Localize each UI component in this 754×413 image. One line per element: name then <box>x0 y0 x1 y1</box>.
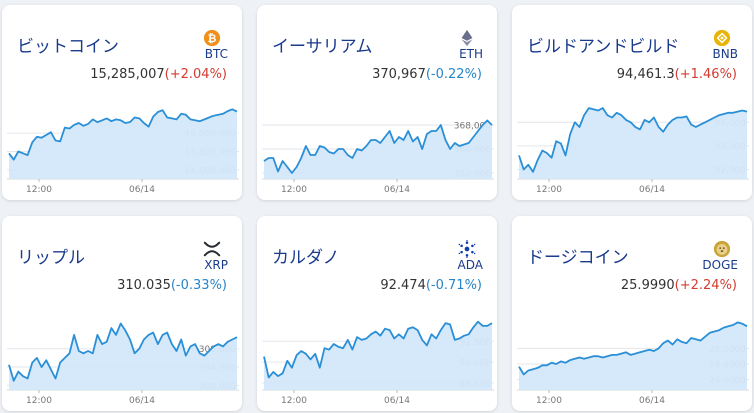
crypto-card-btc[interactable]: ビットコイン ₿ BTC 15,285,007(+2.04%) 15,000,0… <box>2 5 242 200</box>
x-tick-label: 06/14 <box>639 396 665 406</box>
cardano-icon <box>458 240 476 258</box>
coin-name: イーサリアム <box>272 37 373 57</box>
bnb-icon <box>713 29 731 47</box>
crypto-card-eth[interactable]: イーサリアム ETH 370,967(-0.22%) 368,000360,00… <box>257 5 497 200</box>
price-area <box>9 109 237 179</box>
price-value: 92.474 <box>380 278 426 293</box>
crypto-card-bnb[interactable]: ビルドアンドビルド BNB 94,461.3(+1.46%) 94,00093,… <box>512 5 752 200</box>
x-tick-label: 06/14 <box>639 185 665 195</box>
coin-symbol: BTC <box>204 47 228 61</box>
price-line: 94,461.3(+1.46%) <box>617 67 737 82</box>
price-change: (-0.22%) <box>425 67 482 82</box>
y-tick-label: 368,000 <box>454 122 491 132</box>
price-change: (+2.24%) <box>674 278 737 293</box>
price-change: (-0.33%) <box>170 278 227 293</box>
x-tick-label: 12:00 <box>536 396 562 406</box>
price-line-series <box>263 320 493 379</box>
coin-symbol: ETH <box>459 47 483 61</box>
price-line: 370,967(-0.22%) <box>372 67 482 82</box>
price-area <box>264 120 492 179</box>
price-line-series <box>8 108 238 161</box>
x-tick-label: 06/14 <box>129 396 155 406</box>
x-tick-label: 12:00 <box>536 185 562 195</box>
coin-symbol: ADA <box>457 258 483 272</box>
price-line-series <box>518 107 748 173</box>
price-line: 15,285,007(+2.04%) <box>90 67 227 82</box>
coin-name: ビルドアンドビルド <box>527 37 680 57</box>
coin-name: カルダノ <box>272 248 340 268</box>
crypto-card-ada[interactable]: カルダノ ADA 92.474(-0.71%) 91.50090.00088.5… <box>257 216 497 411</box>
coin-name: ドージコイン <box>527 248 629 268</box>
crypto-card-xrp[interactable]: リップル XRP 310.035(-0.33%) 308,000304,0003… <box>2 216 242 411</box>
price-value: 15,285,007 <box>90 67 165 82</box>
x-tick-label: 12:00 <box>26 396 52 406</box>
price-area <box>264 321 492 390</box>
price-value: 310.035 <box>117 278 171 293</box>
price-line-series <box>263 119 493 174</box>
coin-name: リップル <box>17 248 85 268</box>
x-tick-label: 12:00 <box>26 185 52 195</box>
price-area <box>519 322 747 390</box>
price-line: 310.035(-0.33%) <box>117 278 227 293</box>
coin-symbol: XRP <box>204 258 228 272</box>
price-line: 25.9990(+2.24%) <box>621 278 737 293</box>
price-area <box>519 108 747 179</box>
x-tick-label: 12:00 <box>281 396 307 406</box>
price-area <box>9 323 237 390</box>
ethereum-icon <box>461 29 473 47</box>
price-line-series <box>8 322 238 382</box>
x-tick-label: 12:00 <box>281 185 307 195</box>
svg-text:₿: ₿ <box>208 32 217 45</box>
crypto-card-doge[interactable]: ドージコイン DOGE 25.9990(+2.24%) 25.200024.60… <box>512 216 752 411</box>
price-change: (+2.04%) <box>164 67 227 82</box>
price-line-series <box>518 321 748 376</box>
x-tick-label: 06/14 <box>384 396 410 406</box>
price-change: (+1.46%) <box>674 67 737 82</box>
price-change: (-0.71%) <box>425 278 482 293</box>
bitcoin-icon: ₿ <box>203 29 221 47</box>
coin-name: ビットコイン <box>17 37 119 57</box>
doge-icon <box>713 240 731 258</box>
x-tick-label: 06/14 <box>129 185 155 195</box>
price-value: 25.9990 <box>620 278 675 293</box>
price-value: 370,967 <box>372 67 426 82</box>
price-line: 92.474(-0.71%) <box>380 278 482 293</box>
xrp-icon <box>203 241 221 257</box>
coin-symbol: DOGE <box>702 258 738 272</box>
coin-symbol: BNB <box>712 47 738 61</box>
x-tick-label: 06/14 <box>384 185 410 195</box>
price-value: 94,461.3 <box>616 67 675 82</box>
